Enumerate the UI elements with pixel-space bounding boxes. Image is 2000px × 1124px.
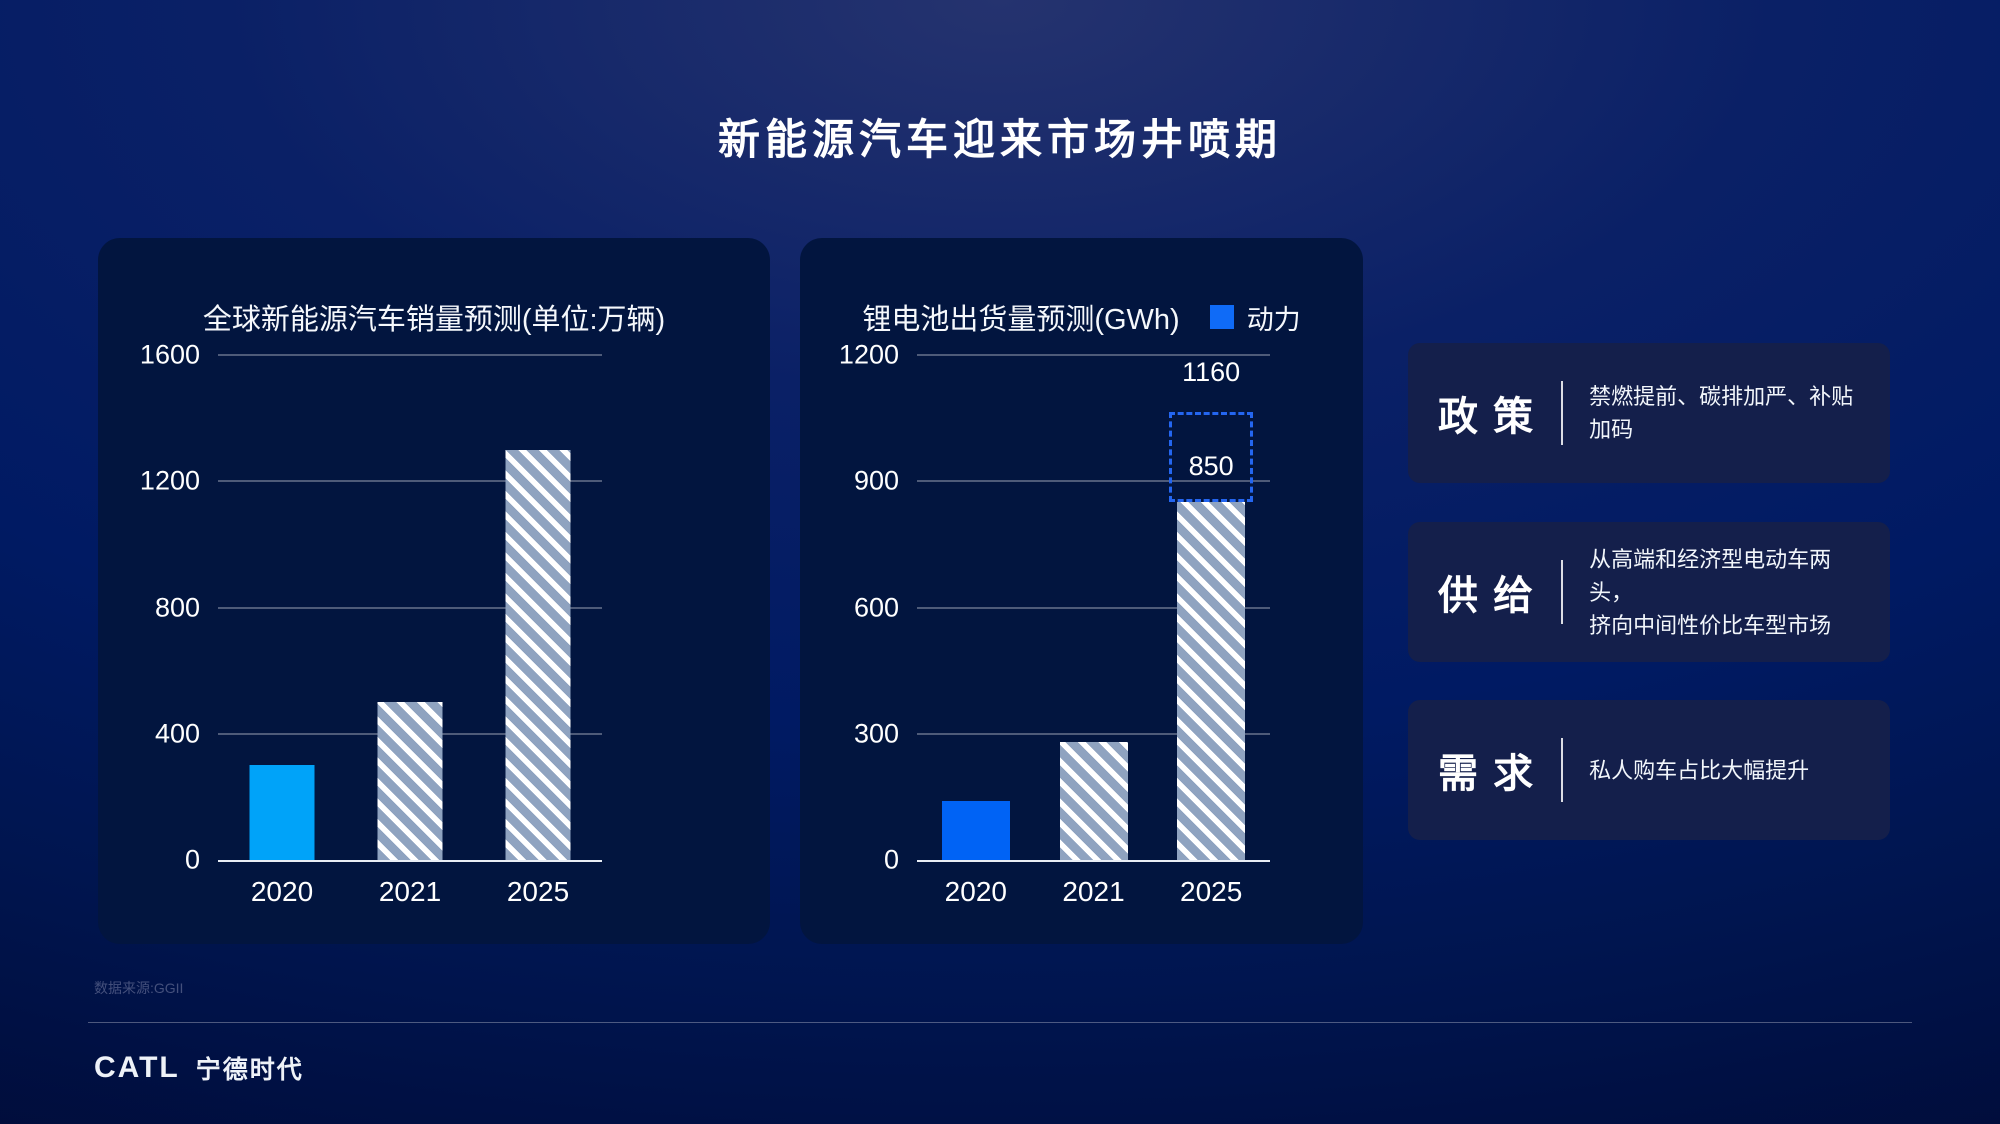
panel-description: 禁燃提前、碳排加严、补贴加码: [1589, 384, 1854, 442]
panel-divider: [1561, 381, 1564, 445]
chart-legend: 动力: [1209, 298, 1301, 337]
panel-heading: 需 求: [1438, 752, 1536, 796]
bar-value-label: 850: [1188, 451, 1234, 481]
chart-card-battery-shipments: 锂电池出货量预测(GWh) 动力 1200 900 600 300 0 2020 2021 2…: [800, 238, 1363, 944]
catl-logo: CATL 宁德时代: [94, 1050, 304, 1086]
nev-sales-plot: 1600 1200 800 400 0 2020 2021 2025: [140, 340, 602, 907]
y-axis-tick-label: 300: [853, 718, 899, 749]
y-axis-tick-label: 1200: [838, 339, 899, 370]
x-axis-tick-label: 2025: [1180, 876, 1243, 907]
gridline: [917, 480, 1270, 483]
panel-description: 私人购车占比大幅提升: [1589, 757, 1810, 783]
y-axis-tick-label: 0: [883, 844, 899, 875]
x-axis-tick-label: 2021: [1062, 876, 1125, 907]
gridline: [218, 606, 602, 609]
panel-heading: 政 策: [1438, 395, 1536, 439]
gridline: [917, 354, 1270, 356]
chart-header: 全球新能源汽车销量预测(单位:万辆): [98, 296, 770, 338]
panel-supply: 供 给 从高端和经济型电动车两头， 挤向中间性价比车型市场: [1408, 522, 1890, 662]
chart-card-nev-sales: 全球新能源汽车销量预测(单位:万辆) 1600 1200 800 400 0 2020 20…: [98, 238, 770, 944]
y-axis-tick-label: 900: [853, 465, 899, 496]
gridline: [218, 354, 602, 356]
footer-divider: [88, 1022, 1912, 1023]
gridline: [917, 732, 1270, 735]
projection-dashed-box: [1169, 412, 1254, 503]
projection-value-label: 1160: [1182, 357, 1241, 387]
bar-2021: [1059, 742, 1128, 860]
chart-header: 锂电池出货量预测(GWh) 动力: [800, 296, 1363, 338]
y-axis-tick-label: 600: [853, 592, 899, 622]
legend-label: 动力: [1246, 304, 1301, 335]
catl-logo-chinese: 宁德时代: [195, 1056, 304, 1084]
y-axis-tick-label: 0: [184, 844, 200, 875]
y-axis-tick-label: 800: [154, 592, 200, 622]
bar-2020: [941, 801, 1010, 860]
panel-demand: 需 求 私人购车占比大幅提升: [1408, 700, 1890, 840]
x-axis-tick-label: 2020: [250, 876, 314, 907]
panel-divider: [1561, 560, 1564, 624]
x-axis-line: [218, 860, 602, 862]
battery-shipments-plot: 1200 900 600 300 0 2020 2021 2025 1160 850: [839, 340, 1270, 907]
bar-2020: [249, 765, 315, 860]
panel-description: 从高端和经济型电动车两头， 挤向中间性价比车型市场: [1589, 546, 1832, 638]
x-axis-tick-label: 2020: [944, 876, 1007, 907]
y-axis-tick-label: 1600: [139, 339, 200, 370]
gridline: [917, 606, 1270, 609]
bar-2025: [1177, 502, 1246, 860]
chart-title-battery-shipments: 锂电池出货量预测(GWh): [862, 304, 1180, 336]
y-axis-tick-label: 400: [154, 718, 200, 749]
x-axis-line: [917, 860, 1270, 862]
x-axis-tick-label: 2025: [506, 876, 570, 907]
legend-swatch: [1209, 305, 1234, 329]
bar-2025: [505, 449, 571, 860]
bar-2021: [377, 702, 443, 860]
catl-logo-latin: CATL: [94, 1051, 180, 1084]
x-axis-tick-label: 2021: [378, 876, 442, 907]
panel-policy: 政 策 禁燃提前、碳排加严、补贴加码: [1408, 343, 1890, 483]
data-source-note: 数据来源:GGII: [94, 980, 184, 996]
panel-divider: [1561, 738, 1564, 802]
page-title: 新能源汽车迎来市场井喷期: [717, 116, 1282, 163]
y-axis-tick-label: 1200: [139, 465, 200, 496]
panel-heading: 供 给: [1438, 574, 1536, 618]
gridline: [218, 480, 602, 483]
chart-title-nev-sales: 全球新能源汽车销量预测(单位:万辆): [202, 304, 666, 336]
